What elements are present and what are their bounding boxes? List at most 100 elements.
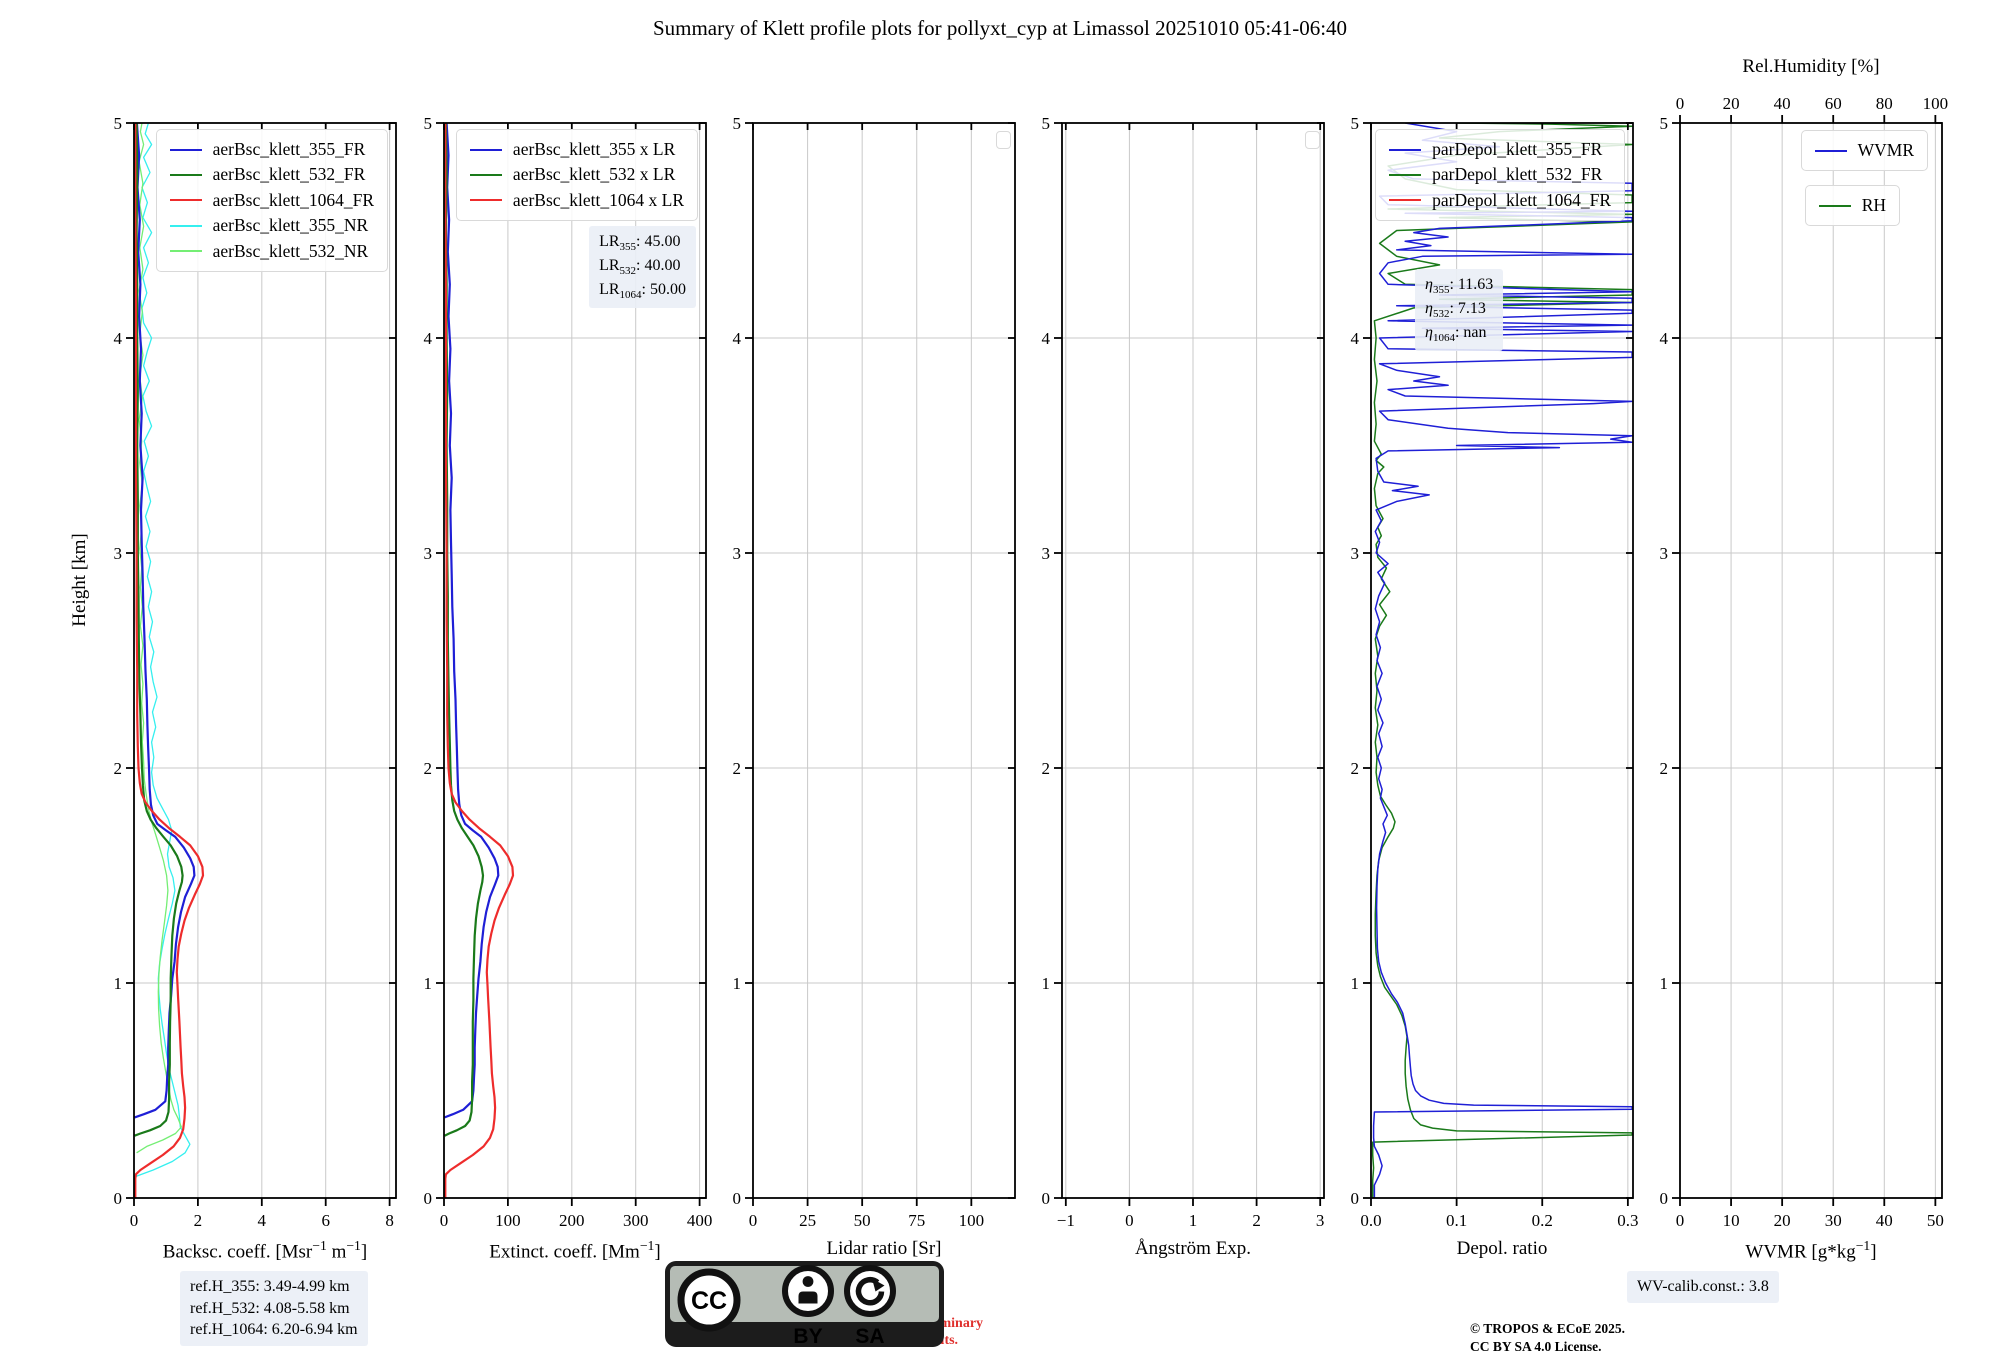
y-tick-label: 0: [114, 1189, 123, 1208]
refh-532-line: ref.H_532: 4.08-5.58 km: [190, 1299, 350, 1317]
sa-arrow-head: [872, 1278, 885, 1292]
y-tick-label: 4: [1042, 329, 1051, 348]
annotation-subscript: 1064: [1432, 332, 1455, 345]
legend-item: RH: [1818, 193, 1886, 218]
x-tick-label: 50: [1927, 1211, 1944, 1230]
y-tick-label: 3: [1351, 544, 1360, 563]
legend-line-swatch: [469, 148, 502, 151]
legend-extinction: aerBsc_klett_355 x LR aerBsc_klett_532 x …: [455, 129, 698, 222]
legend-item-label: aerBsc_klett_355 x LR: [512, 139, 676, 159]
by-person-body: [798, 1291, 818, 1304]
x-tick-label: 10: [1723, 1211, 1740, 1230]
x-tick-label: 0: [440, 1211, 449, 1230]
x-tick-label: 2: [1252, 1211, 1261, 1230]
y-tick-label: 5: [733, 114, 742, 133]
x-tick-label: 25: [799, 1211, 816, 1230]
annotation-value: : 40.00: [636, 257, 681, 275]
legend-item: aerBsc_klett_532 x LR: [469, 162, 684, 187]
cc-license-badge: CC BY SA: [665, 1261, 944, 1348]
annotation-subscript: 532: [1432, 308, 1450, 321]
y-tick-label: 3: [424, 544, 433, 563]
tick-labels-lidar-ratio: 0 25 50 75 100 0 1 2 3 4 5: [733, 114, 985, 1230]
x-tick-label: 4: [258, 1211, 267, 1230]
ticks-backscatter: [126, 122, 396, 1206]
legend-line-swatch: [169, 250, 202, 253]
top-tick-label: 60: [1825, 94, 1842, 113]
annotation-symbol: η: [1425, 300, 1433, 318]
tick-labels-depol: 0.0 0.1 0.2 0.3 0 1 2 3 4 5: [1351, 114, 1639, 1230]
y-tick-label: 0: [424, 1189, 433, 1208]
y-tick-label: 4: [114, 329, 123, 348]
legend-item-label: aerBsc_klett_532_NR: [212, 240, 369, 261]
x-tick-label: 0.2: [1532, 1211, 1553, 1230]
x-tick-label: 2: [194, 1211, 203, 1230]
y-tick-label: 4: [1351, 329, 1360, 348]
top-tick-label: 0: [1676, 94, 1685, 113]
curve-parDepol_klett_355_FR: [1372, 123, 1633, 1198]
cc-icon-label: CC: [691, 1287, 727, 1315]
y-tick-label: 3: [1042, 544, 1051, 563]
x-tick-label: 400: [687, 1211, 713, 1230]
legend-item: aerBsc_klett_355_FR: [169, 137, 374, 162]
annotation-value: : 50.00: [641, 281, 686, 299]
x-axis-label-angstrom: Ångström Exp.: [1134, 1238, 1252, 1259]
x-tick-label: 50: [854, 1211, 871, 1230]
cc-icon: [677, 1268, 741, 1332]
legend-item-label: parDepol_klett_532_FR: [1432, 164, 1603, 185]
subplot-angstrom: −1 0 1 2 3 0 1 2 3 4 5: [1042, 114, 1325, 1230]
y-tick-label: 3: [1660, 544, 1669, 563]
legend-item-label: aerBsc_klett_1064_FR: [212, 189, 374, 210]
legend-item: aerBsc_klett_532_NR: [169, 239, 374, 264]
annotation-subscript: 355: [1432, 284, 1450, 297]
refh-annotation: ref.H_355: 3.49-4.99 km ref.H_532: 4.08-…: [180, 1271, 368, 1346]
y-tick-label: 4: [424, 329, 433, 348]
x-tick-label: 40: [1876, 1211, 1893, 1230]
y-tick-label: 2: [1660, 759, 1669, 778]
axes-spines-depol: [1370, 122, 1634, 1199]
y-tick-label: 3: [114, 544, 123, 563]
x-tick-label: 0: [749, 1211, 758, 1230]
legend-line-swatch: [1389, 148, 1422, 151]
legend-backscatter: aerBsc_klett_355_FR aerBsc_klett_532_FR ae…: [155, 129, 388, 272]
y-tick-label: 2: [733, 759, 742, 778]
y-tick-label: 2: [424, 759, 433, 778]
copyright-line2: CC BY SA 4.0 License.: [1470, 1338, 1602, 1354]
wv-calib-annotation: WV-calib.const.: 3.8: [1627, 1271, 1779, 1303]
x-tick-label: 8: [385, 1211, 394, 1230]
top-tick-label: 80: [1876, 94, 1893, 113]
legend-item-label: RH: [1861, 195, 1886, 215]
curve-aerBsc_klett_355_FR: [134, 123, 196, 1119]
annotation-line: LR355: 45.00: [599, 231, 686, 255]
legend-item: parDepol_klett_1064_FR: [1389, 188, 1611, 213]
curve-aerBsc_klett_1064 x LR: [444, 123, 515, 1198]
x-axis-label-backscatter: Backsc. coeff. [Msr−1 m−1]: [162, 1238, 368, 1263]
axes-spines-lidar-ratio: [752, 122, 1016, 1199]
annotation-line: η355: 11.63: [1425, 274, 1493, 298]
legend-item: aerBsc_klett_355 x LR: [469, 137, 684, 162]
subplot-extinction: 0 100 200 300 400 0 1 2 3 4 5: [424, 114, 713, 1230]
x-tick-label: 100: [959, 1211, 985, 1230]
sa-arrow-arc: [855, 1276, 885, 1306]
lr-annotation: LR355: 45.00 LR532: 40.00 LR1064: 50.00: [589, 226, 696, 309]
tick-labels-angstrom: −1 0 1 2 3 0 1 2 3 4 5: [1042, 114, 1325, 1230]
annotation-subscript: 532: [619, 265, 637, 278]
gridlines-wvmr: [1680, 123, 1942, 1198]
curve-aerBsc_klett_1064_FR: [134, 123, 205, 1198]
curve-parDepol_klett_532_FR: [1371, 123, 1633, 1198]
x-tick-label: 0.3: [1617, 1211, 1638, 1230]
y-tick-label: 2: [114, 759, 123, 778]
top-tick-label: 40: [1774, 94, 1791, 113]
legend-item: WVMR: [1814, 138, 1914, 163]
y-tick-label: 2: [1351, 759, 1360, 778]
curve-aerBsc_klett_355 x LR: [444, 123, 500, 1119]
y-tick-label: 0: [1660, 1189, 1669, 1208]
x-tick-label: 3: [1316, 1211, 1325, 1230]
legend-rh: RH: [1804, 185, 1900, 227]
legend-item: parDepol_klett_355_FR: [1389, 137, 1611, 162]
ticks-extinction: [436, 122, 706, 1206]
x-tick-label: 30: [1825, 1211, 1842, 1230]
gridlines-lidar-ratio: [753, 123, 1015, 1198]
ticks-depol: [1363, 122, 1633, 1206]
